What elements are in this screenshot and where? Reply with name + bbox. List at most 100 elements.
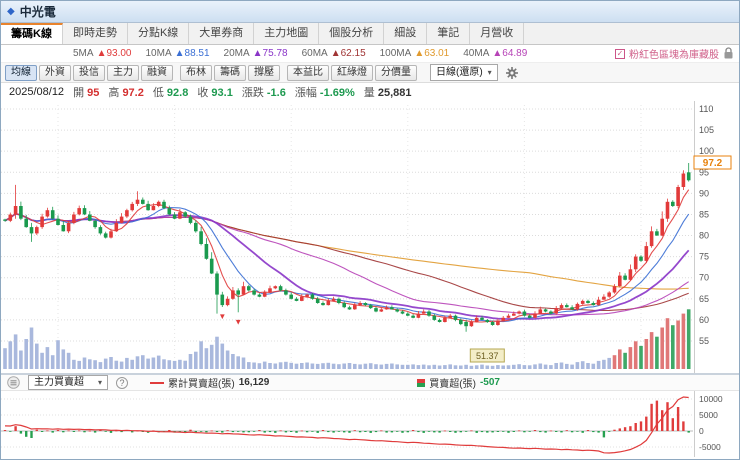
toolbar-button-主力[interactable]: 主力 <box>107 64 139 81</box>
stock-diamond-icon: ◆ <box>7 6 15 17</box>
cumulative-legend: 累計買賣超(張) 16,129 <box>150 375 269 390</box>
low-price-tag <box>469 348 505 363</box>
svg-text:0: 0 <box>699 426 704 436</box>
field-value: -1.6 <box>266 87 286 99</box>
toolbar-button-融資[interactable]: 融資 <box>141 64 173 81</box>
ma-legend-item-60MA: 60MA ▲62.15 <box>302 48 366 59</box>
line-legend-icon <box>150 381 165 384</box>
ma-legend-item-5MA: 5MA ▲93.00 <box>73 48 131 59</box>
ma-value: ▲88.51 <box>174 48 210 59</box>
toolbar-button-外資[interactable]: 外資 <box>39 64 71 81</box>
lock-icon[interactable] <box>723 47 734 60</box>
indicator-select-value: 主力買賣超 <box>34 377 84 388</box>
toolbar-button-投信[interactable]: 投信 <box>73 64 105 81</box>
ma-label: 100MA <box>379 48 412 59</box>
svg-text:75: 75 <box>699 252 709 262</box>
svg-text:80: 80 <box>699 231 709 241</box>
bar-legend-icon <box>417 378 426 387</box>
svg-text:110: 110 <box>699 104 713 114</box>
tab-筆記[interactable]: 筆記 <box>427 23 471 44</box>
settings-button[interactable] <box>505 66 519 80</box>
tab-月營收[interactable]: 月營收 <box>470 23 525 44</box>
candles-layer <box>3 163 691 332</box>
tab-細設[interactable]: 細設 <box>384 23 428 44</box>
ma-legend-item-40MA: 40MA ▲64.89 <box>463 48 527 59</box>
toolbar-button-布林[interactable]: 布林 <box>180 64 212 81</box>
field-value: -1.69% <box>319 87 355 99</box>
toolbar-button-籌碼[interactable]: 籌碼 <box>214 64 246 81</box>
netbuy-chart[interactable]: 10000 5000 0 -5000 <box>1 391 739 457</box>
bottom-panel-header: 主力買賣超 ▾ ? 累計買賣超(張) 16,129 買賣超(張) -507 <box>1 373 739 391</box>
field-label: 高 <box>108 87 120 99</box>
ma-legend-item-10MA: 10MA ▲88.51 <box>145 48 209 59</box>
quote-field-高: 高 97.2 <box>108 84 143 100</box>
annotations-layer: ▼ ▼ 97.2 51.37 <box>218 155 732 363</box>
ma-legend-row: 5MA ▲93.00 10MA ▲88.51 20MA ▲75.78 60MA ▲62.15 1… <box>1 45 739 63</box>
ma-value: ▲63.01 <box>414 48 450 59</box>
quote-field-漲幅: 漲幅 -1.69% <box>295 84 355 100</box>
toolbar-group: 本益比 紅綠燈 分價量 <box>287 64 417 81</box>
svg-text:95: 95 <box>699 167 709 177</box>
ma-legend-item-20MA: 20MA ▲75.78 <box>224 48 288 59</box>
field-label: 漲幅 <box>294 87 317 99</box>
tab-主力地圖[interactable]: 主力地圖 <box>254 23 320 44</box>
help-icon[interactable]: ? <box>116 376 129 389</box>
svg-text:70: 70 <box>699 273 709 283</box>
quote-field-量: 量 25,881 <box>364 84 412 100</box>
quote-field-漲跌: 漲跌 -1.6 <box>242 84 286 100</box>
svg-text:97.2: 97.2 <box>703 158 723 169</box>
netbuy-legend-value: -507 <box>479 377 500 388</box>
panel-menu-icon[interactable] <box>7 376 20 389</box>
tab-籌碼K線[interactable]: 籌碼K線 <box>1 23 63 44</box>
tab-bar: 籌碼K線 即時走勢 分點K線 大單券商 主力地圖 個股分析 細設 筆記 月營收 <box>1 23 739 45</box>
svg-text:65: 65 <box>699 294 709 304</box>
candlestick-chart[interactable]: 110 105 100 95 90 85 80 75 70 65 60 55 ▼ ▼ 97.2 51.37 <box>1 101 739 373</box>
svg-text:55: 55 <box>699 336 709 346</box>
toolbar-button-撐壓[interactable]: 撐壓 <box>248 64 280 81</box>
ma-label: 60MA <box>301 48 328 59</box>
ma-value: ▲75.78 <box>252 48 288 59</box>
toolbar-button-分價量[interactable]: 分價量 <box>375 64 417 81</box>
quote-field-低: 低 92.8 <box>153 84 188 100</box>
toolbar-button-均線[interactable]: 均線 <box>5 64 37 81</box>
pink-area-label: 粉紅色區塊為庫藏股 <box>629 50 719 61</box>
high-price-tag <box>693 155 732 170</box>
tab-大單券商[interactable]: 大單券商 <box>189 23 255 44</box>
field-value: 95 <box>87 87 100 99</box>
svg-text:-5000: -5000 <box>699 442 721 452</box>
bottom-chart-area[interactable]: 10000 5000 0 -5000 <box>1 391 739 457</box>
stock-title: 中光電 <box>19 5 56 19</box>
quote-date: 2025/08/12 <box>9 86 65 98</box>
tab-個股分析[interactable]: 個股分析 <box>319 23 385 44</box>
down-triangle-marker: ▼ <box>234 317 242 326</box>
toolbar-group: 均線 外資 投信 主力 融資 <box>5 64 173 81</box>
ma-value: ▲93.00 <box>96 48 132 59</box>
tab-即時走勢[interactable]: 即時走勢 <box>63 23 128 44</box>
main-chart-area[interactable]: 110 105 100 95 90 85 80 75 70 65 60 55 ▼ ▼ 97.2 51.37 <box>1 101 739 373</box>
field-value: 92.8 <box>166 87 189 99</box>
tab-分點K線[interactable]: 分點K線 <box>128 23 190 44</box>
svg-text:10000: 10000 <box>699 394 723 404</box>
quote-field-開: 開 95 <box>73 84 99 100</box>
ma-label: 5MA <box>73 48 94 59</box>
titlebar: ◆ 中光電 <box>1 1 739 23</box>
ma-label: 40MA <box>463 48 490 59</box>
netbuy-legend-label: 買賣超(張) <box>429 379 476 390</box>
svg-text:100: 100 <box>699 146 714 156</box>
volume-layer <box>3 309 691 369</box>
field-label: 量 <box>363 87 375 99</box>
ma-value: ▲62.15 <box>330 48 366 59</box>
toolbar-buttons: 均線 外資 投信 主力 融資 布林 籌碼 撐壓 本益比 紅綠燈 分價量 <box>5 64 424 81</box>
chevron-down-icon: ▾ <box>98 378 103 387</box>
toolbar-button-紅綠燈[interactable]: 紅綠燈 <box>331 64 373 81</box>
period-select[interactable]: 日線(還原) ▾ <box>430 64 498 81</box>
field-label: 漲跌 <box>241 87 264 99</box>
chevron-down-icon: ▾ <box>487 68 492 77</box>
ma-value: ▲64.89 <box>492 48 528 59</box>
indicator-select[interactable]: 主力買賣超 ▾ <box>28 375 109 390</box>
pink-area-checkbox[interactable]: ✓ <box>615 48 625 59</box>
price-axis: 110 105 100 95 90 85 80 75 70 65 60 55 <box>699 104 714 346</box>
field-value: 93.1 <box>211 87 233 99</box>
ma-label: 20MA <box>223 48 250 59</box>
toolbar-button-本益比[interactable]: 本益比 <box>287 64 329 81</box>
